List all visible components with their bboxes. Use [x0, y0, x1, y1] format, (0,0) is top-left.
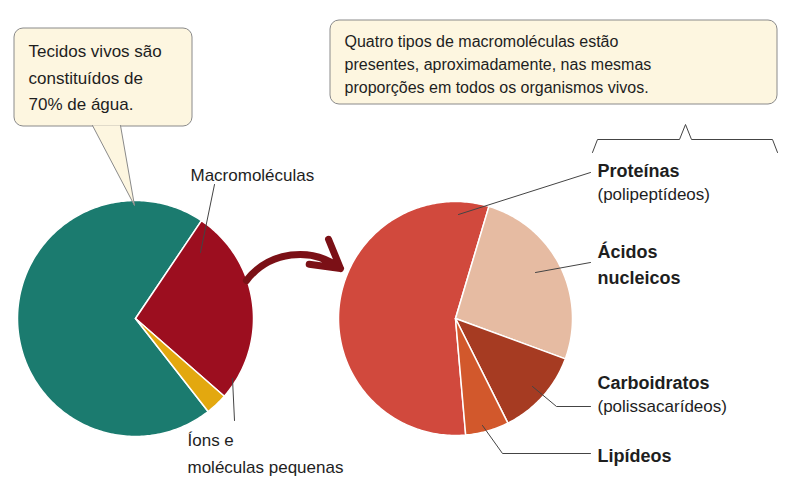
svg-text:Ácidosnucleicos: Ácidosnucleicos	[598, 241, 681, 287]
svg-text:(polipeptídeos): (polipeptídeos)	[598, 185, 710, 204]
svg-text:Íons emoléculas pequenas: Íons emoléculas pequenas	[188, 431, 344, 477]
svg-text:Tecidos vivos sãoconstituídos: Tecidos vivos sãoconstituídos de70% de á…	[29, 42, 162, 114]
svg-text:Carboidratos: Carboidratos	[598, 373, 710, 393]
svg-text:(polissacarídeos): (polissacarídeos)	[598, 397, 727, 416]
svg-text:Quatro tipos de macromoléculas: Quatro tipos de macromoléculas estãopres…	[345, 33, 652, 96]
svg-text:Proteínas: Proteínas	[598, 161, 680, 181]
svg-text:Macromoléculas: Macromoléculas	[191, 166, 315, 185]
svg-text:Lipídeos: Lipídeos	[598, 446, 672, 466]
